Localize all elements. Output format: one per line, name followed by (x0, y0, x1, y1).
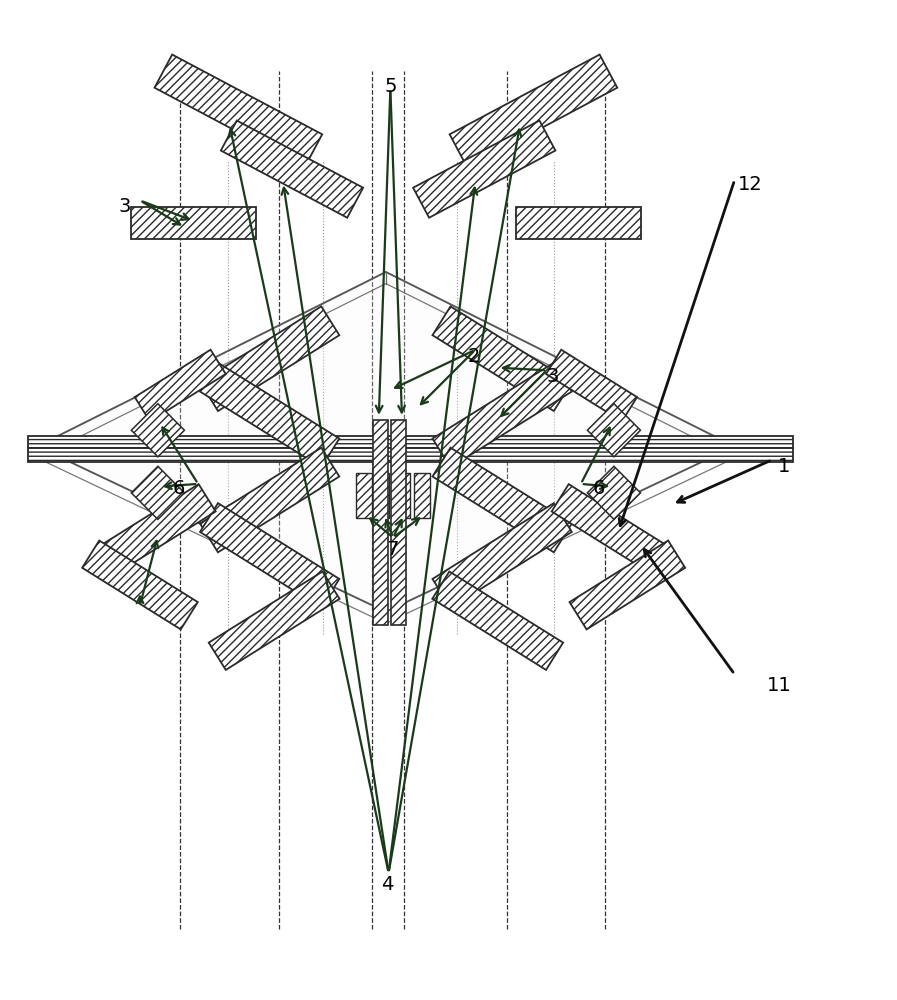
Polygon shape (37, 272, 735, 612)
Polygon shape (570, 540, 685, 629)
Polygon shape (221, 121, 363, 218)
Text: 3: 3 (547, 367, 560, 386)
Polygon shape (432, 306, 571, 411)
Polygon shape (432, 572, 563, 670)
Polygon shape (200, 363, 339, 467)
Polygon shape (100, 484, 215, 573)
Text: 5: 5 (384, 77, 396, 96)
Polygon shape (432, 363, 571, 467)
Polygon shape (200, 503, 339, 608)
Text: 7: 7 (387, 540, 399, 559)
Text: 12: 12 (738, 175, 763, 194)
Polygon shape (28, 448, 793, 462)
Polygon shape (131, 466, 185, 519)
Text: 6: 6 (172, 479, 185, 498)
Polygon shape (83, 540, 198, 629)
Polygon shape (552, 484, 667, 573)
Polygon shape (200, 448, 339, 552)
Text: 3: 3 (118, 197, 131, 216)
Polygon shape (449, 55, 617, 167)
Polygon shape (373, 473, 389, 518)
Polygon shape (131, 207, 257, 239)
Text: 2: 2 (467, 347, 480, 366)
Polygon shape (414, 473, 430, 518)
Polygon shape (154, 55, 322, 167)
Polygon shape (200, 306, 339, 411)
Polygon shape (588, 466, 640, 519)
Polygon shape (355, 473, 371, 518)
Text: 11: 11 (767, 676, 792, 695)
Polygon shape (516, 207, 640, 239)
Polygon shape (135, 350, 226, 421)
Polygon shape (432, 448, 571, 552)
Text: 1: 1 (778, 457, 790, 476)
Polygon shape (391, 420, 405, 625)
Polygon shape (414, 121, 555, 218)
Polygon shape (546, 350, 637, 421)
Polygon shape (28, 436, 793, 448)
Polygon shape (131, 404, 185, 457)
Polygon shape (209, 572, 340, 670)
Text: 4: 4 (381, 875, 394, 894)
Polygon shape (588, 404, 640, 457)
Text: 6: 6 (593, 479, 605, 498)
Polygon shape (432, 503, 571, 608)
Polygon shape (394, 473, 410, 518)
Polygon shape (373, 420, 388, 625)
